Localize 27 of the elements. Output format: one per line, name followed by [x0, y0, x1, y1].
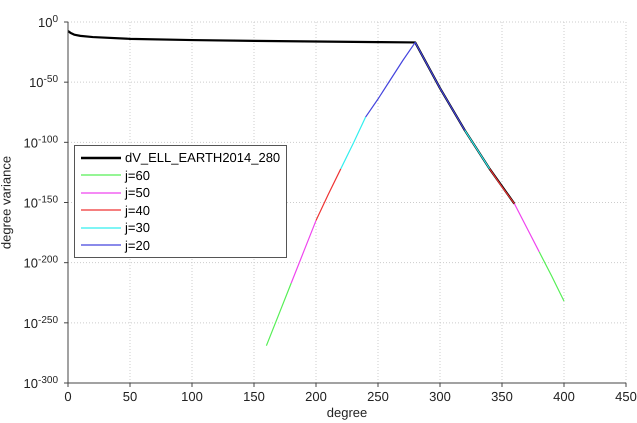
legend-label: j=30 [125, 220, 150, 236]
legend-label: dV_ELL_EARTH2014_280 [125, 150, 280, 166]
line-series [68, 30, 516, 205]
y-tick-label: 10$^{-300}$ [24, 374, 58, 391]
y-tick-label: 10$^{-200}$ [24, 254, 58, 271]
y-axis-title: degree variance [0, 156, 14, 250]
y-tick-label: 10$^{-150}$ [24, 194, 58, 210]
x-tick-label: 450 [615, 389, 637, 404]
x-tick-label: 250 [367, 389, 389, 404]
y-tick-label: 10$^{-50}$ [29, 74, 58, 90]
x-tick-label: 50 [122, 389, 138, 404]
line-series [365, 42, 466, 131]
x-tick-label: 100 [181, 389, 203, 404]
x-tick-label: 0 [64, 389, 72, 404]
legend-label: j=40 [125, 202, 150, 218]
x-tick-label: 350 [491, 389, 513, 404]
x-tick-label: 200 [305, 389, 327, 404]
x-axis-title: degree [326, 405, 368, 420]
x-tick-label: 300 [429, 389, 451, 404]
legend-label: j=20 [125, 238, 150, 253]
y-tick-label: 10$^{-100}$ [24, 134, 58, 150]
y-tick-label: 10$^{0}$ [38, 14, 58, 30]
x-tick-label: 400 [553, 389, 575, 404]
y-tick-label: 10$^{-250}$ [24, 314, 58, 331]
x-tick-label: 150 [243, 389, 265, 404]
legend-label: j=60 [125, 168, 150, 183]
legend-label: j=50 [125, 185, 150, 200]
